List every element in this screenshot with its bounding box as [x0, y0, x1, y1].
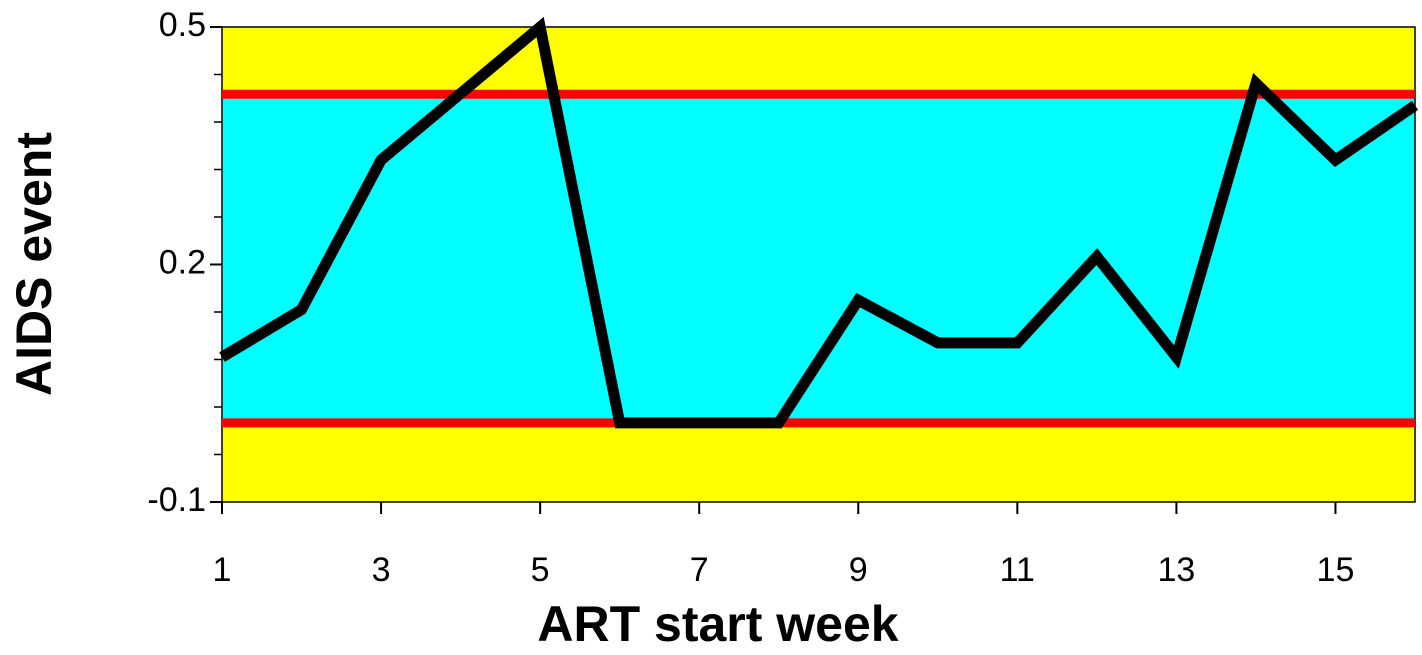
x-tick-label: 1 [213, 551, 232, 589]
x-axis-title: ART start week [537, 596, 898, 652]
x-tick-label: 11 [1000, 551, 1035, 589]
x-tick-label: 3 [372, 551, 391, 589]
y-tick-label: 0.5 [159, 6, 206, 44]
data-line [219, 16, 1419, 429]
x-tick-label: 9 [849, 551, 868, 589]
x-tick-label: 7 [690, 551, 709, 589]
y-tick-label: 0.2 [159, 243, 206, 281]
y-tick-label: -0.1 [147, 481, 206, 519]
x-tick-label: 5 [531, 551, 550, 589]
y-axis-title: AIDS event [6, 132, 62, 396]
x-tick-label: 13 [1157, 551, 1195, 589]
x-tick-label: 15 [1317, 551, 1355, 589]
